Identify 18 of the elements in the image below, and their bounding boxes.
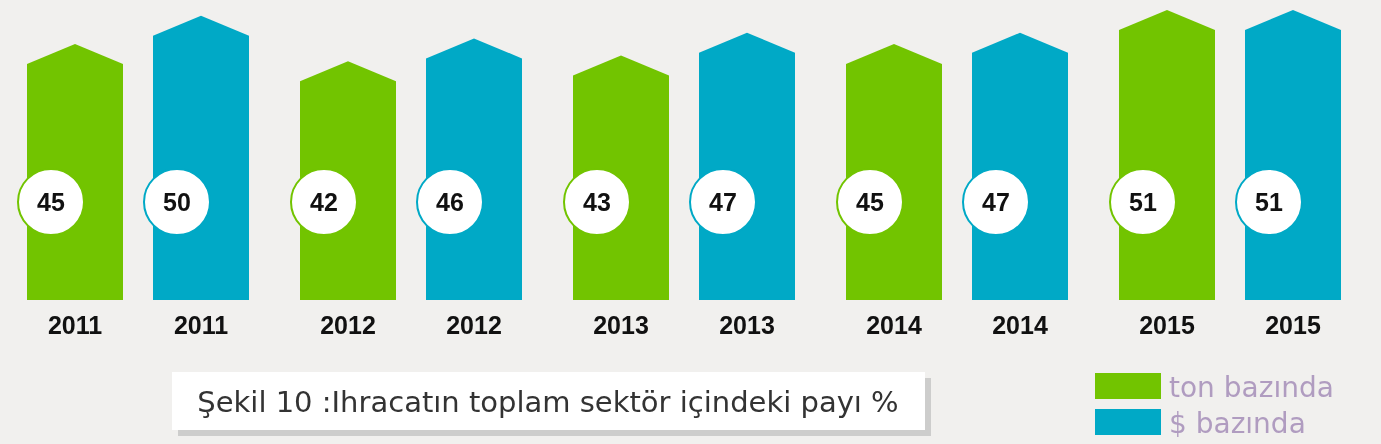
x-tick-label: 2011 <box>47 311 103 339</box>
data-label: 47 <box>709 188 737 216</box>
data-label: 45 <box>37 188 65 216</box>
data-label: 50 <box>163 188 191 216</box>
x-tick-label: 2012 <box>320 311 376 339</box>
data-label: 45 <box>856 188 884 216</box>
data-label: 51 <box>1129 188 1157 216</box>
data-label: 43 <box>583 188 611 216</box>
x-tick-label: 2015 <box>1139 311 1195 339</box>
data-label: 47 <box>982 188 1010 216</box>
data-label: 46 <box>436 188 464 216</box>
x-tick-label: 2013 <box>593 311 649 339</box>
data-label: 51 <box>1255 188 1283 216</box>
text: Şekil 10 :Ihracatın toplam sektör içindeki payı % <box>197 385 899 419</box>
legend-label: ton bazında <box>1169 371 1334 404</box>
legend-label: $ bazında <box>1169 407 1306 440</box>
data-label: 42 <box>310 188 338 216</box>
x-tick-label: 2014 <box>866 311 922 339</box>
